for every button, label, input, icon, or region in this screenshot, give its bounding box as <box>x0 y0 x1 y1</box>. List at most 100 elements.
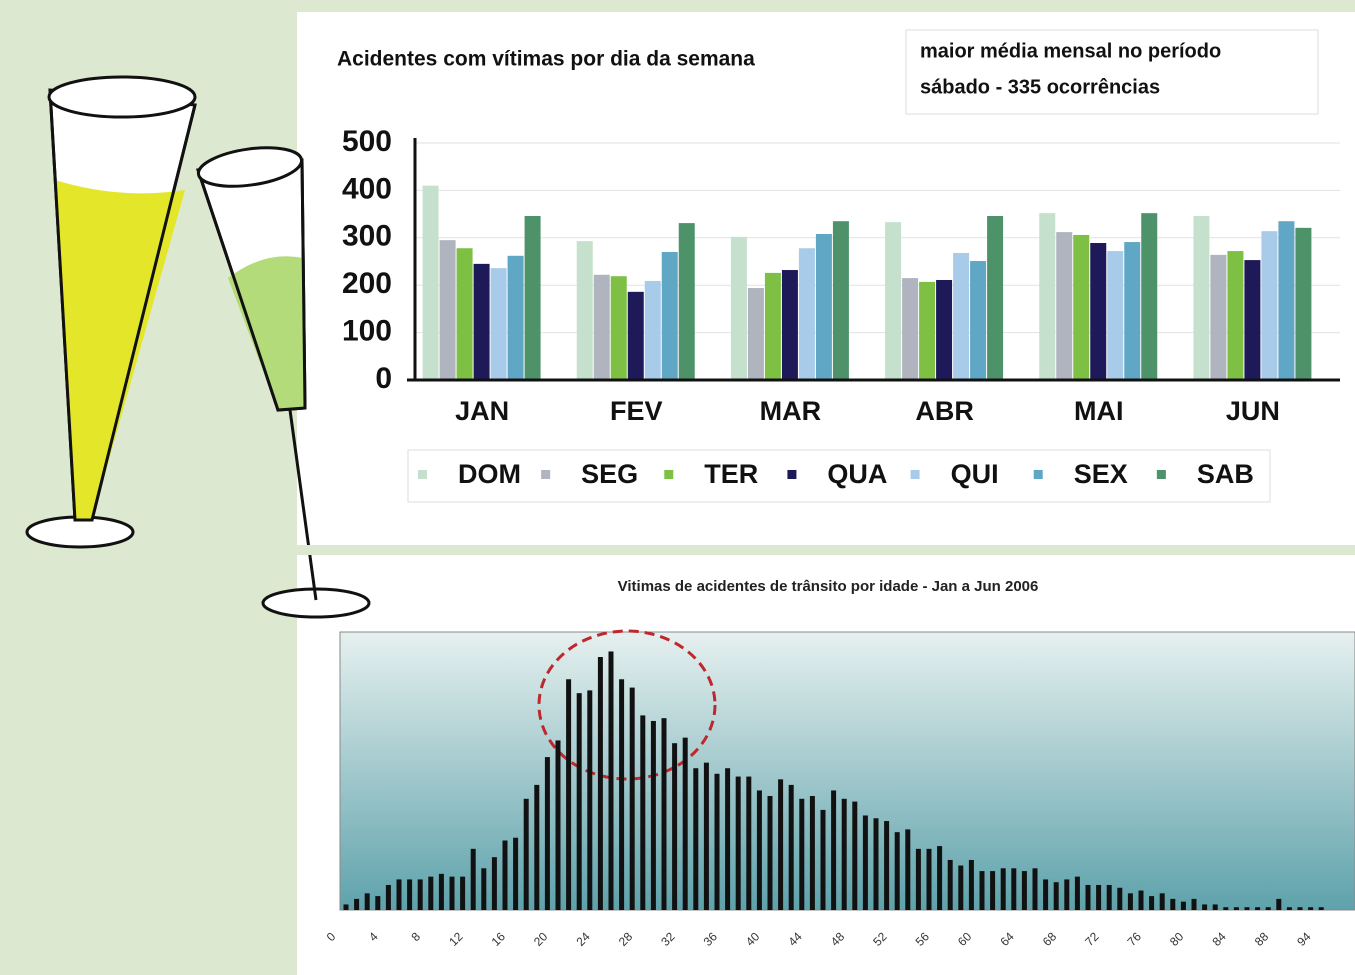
bar <box>1213 904 1218 910</box>
bar <box>987 216 1003 380</box>
bar <box>450 877 455 910</box>
legend-label: QUI <box>951 459 999 489</box>
bar <box>936 280 952 380</box>
bar <box>1319 907 1324 910</box>
bar <box>1141 213 1157 380</box>
bar <box>969 860 974 910</box>
legend-label: SEG <box>581 459 638 489</box>
bar <box>799 799 804 910</box>
y-tick-label: 0 <box>375 362 392 395</box>
bar <box>1149 896 1154 910</box>
bar <box>428 877 433 910</box>
bar <box>1011 868 1016 910</box>
bar <box>439 874 444 910</box>
y-tick-label: 500 <box>342 125 392 158</box>
y-tick-label: 100 <box>342 315 392 348</box>
bar <box>1090 243 1106 380</box>
legend-swatch <box>1157 470 1166 479</box>
bar <box>1160 893 1165 910</box>
legend-label: QUA <box>827 459 887 489</box>
legend-label: SAB <box>1197 459 1254 489</box>
bar <box>1298 907 1303 910</box>
bar <box>460 877 465 910</box>
bar <box>1234 907 1239 910</box>
bar <box>725 768 730 910</box>
bar <box>407 879 412 910</box>
bar <box>1210 255 1226 380</box>
bar <box>757 790 762 910</box>
bar <box>831 790 836 910</box>
legend-swatch <box>1034 470 1043 479</box>
bar <box>423 186 439 380</box>
bar <box>577 693 582 910</box>
bar <box>821 810 826 910</box>
legend-label: DOM <box>458 459 521 489</box>
bar <box>746 777 751 910</box>
bar <box>611 276 627 380</box>
bar <box>852 802 857 910</box>
bar <box>1073 235 1089 380</box>
bar <box>354 899 359 910</box>
bar <box>953 253 969 380</box>
x-tick-label: FEV <box>610 396 663 426</box>
bar <box>1202 904 1207 910</box>
bar <box>587 690 592 910</box>
bar <box>970 261 986 380</box>
bar <box>902 278 918 380</box>
bar <box>736 777 741 910</box>
bar <box>948 860 953 910</box>
bar <box>885 222 901 380</box>
bar <box>905 829 910 910</box>
x-tick-label: ABR <box>915 396 974 426</box>
bar <box>990 871 995 910</box>
bar <box>1022 871 1027 910</box>
bar <box>651 721 656 910</box>
bar <box>1075 877 1080 910</box>
page: {"chart_data": [ {"type": "bar", "title"… <box>0 0 1355 975</box>
x-tick-label: MAI <box>1074 396 1124 426</box>
bar <box>1295 228 1311 380</box>
bar <box>1223 907 1228 910</box>
x-tick-label: JAN <box>455 396 509 426</box>
bar <box>937 846 942 910</box>
bar <box>1064 879 1069 910</box>
legend-label: SEX <box>1074 459 1128 489</box>
bar <box>731 237 747 380</box>
x-tick-label: JUN <box>1226 396 1280 426</box>
bar <box>927 849 932 910</box>
bar <box>1193 216 1209 380</box>
bar <box>457 248 473 380</box>
bar <box>704 763 709 910</box>
y-tick-label: 200 <box>342 267 392 300</box>
bar <box>789 785 794 910</box>
bar <box>375 896 380 910</box>
annotation: maior média mensal no período <box>920 40 1221 62</box>
bar <box>683 738 688 910</box>
bar <box>833 221 849 380</box>
bar <box>1117 888 1122 910</box>
bar <box>418 879 423 910</box>
bar <box>1192 899 1197 910</box>
bar <box>799 248 815 380</box>
bar <box>545 757 550 910</box>
bar <box>679 223 695 380</box>
annotation: sábado - 335 ocorrências <box>920 76 1160 98</box>
bar <box>640 715 645 910</box>
bar <box>1287 907 1292 910</box>
bar <box>619 679 624 910</box>
bar <box>919 282 935 380</box>
legend-swatch <box>911 470 920 479</box>
bar <box>693 768 698 910</box>
bar <box>1227 251 1243 380</box>
divider <box>297 545 1355 555</box>
bar <box>1107 885 1112 910</box>
bar <box>672 743 677 910</box>
bar <box>1244 260 1260 380</box>
bar <box>645 281 661 380</box>
bar <box>884 821 889 910</box>
bar <box>1043 879 1048 910</box>
bar <box>1170 899 1175 910</box>
bar <box>628 292 644 380</box>
bar <box>895 832 900 910</box>
bar <box>1001 868 1006 910</box>
